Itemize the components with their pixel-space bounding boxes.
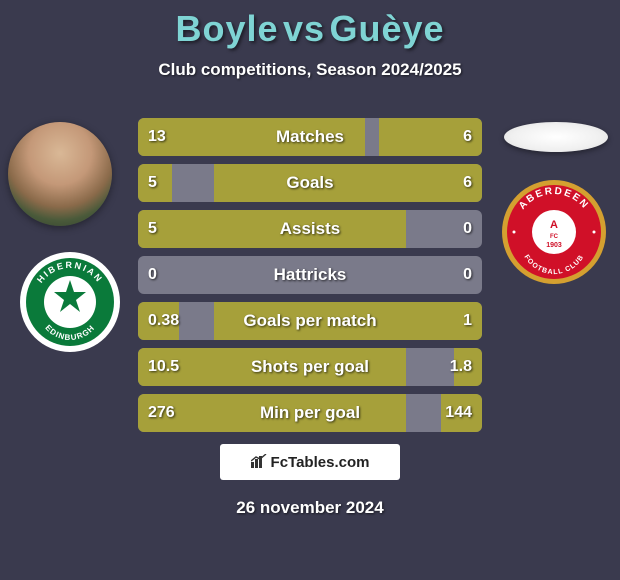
site-logo: FcTables.com [220,444,400,480]
stat-row: 00Hattricks [138,256,482,294]
svg-text:1903: 1903 [546,242,562,249]
comparison-chart: 136Matches 56Goals 50Assists 00Hattricks 0.3… [138,118,482,440]
player2-club-badge: A FC 1903 ABERDEEN FOOTBALL CLUB [500,178,608,286]
footer-date: 26 november 2024 [0,498,620,518]
subtitle: Club competitions, Season 2024/2025 [0,60,620,80]
stat-label: Min per goal [138,394,482,432]
stat-label: Matches [138,118,482,156]
logo-text: FcTables.com [271,454,370,471]
player1-avatar [8,122,112,226]
player1-club-badge: HIBERNIAN EDINBURGH [18,250,122,354]
title-player2: Guèye [329,8,444,49]
title-vs: vs [283,8,325,49]
stat-row: 10.51.8Shots per goal [138,348,482,386]
stat-label: Hattricks [138,256,482,294]
stat-label: Goals per match [138,302,482,340]
stat-row: 276144Min per goal [138,394,482,432]
stat-row: 50Assists [138,210,482,248]
stat-label: Shots per goal [138,348,482,386]
player2-avatar [504,122,608,152]
comparison-title: Boyle vs Guèye [0,0,620,50]
stat-row: 56Goals [138,164,482,202]
stat-label: Goals [138,164,482,202]
stat-label: Assists [138,210,482,248]
svg-text:FC: FC [550,234,559,240]
title-player1: Boyle [175,8,278,49]
svg-text:A: A [550,219,558,231]
chart-icon [251,454,267,471]
stat-row: 0.381Goals per match [138,302,482,340]
stat-row: 136Matches [138,118,482,156]
